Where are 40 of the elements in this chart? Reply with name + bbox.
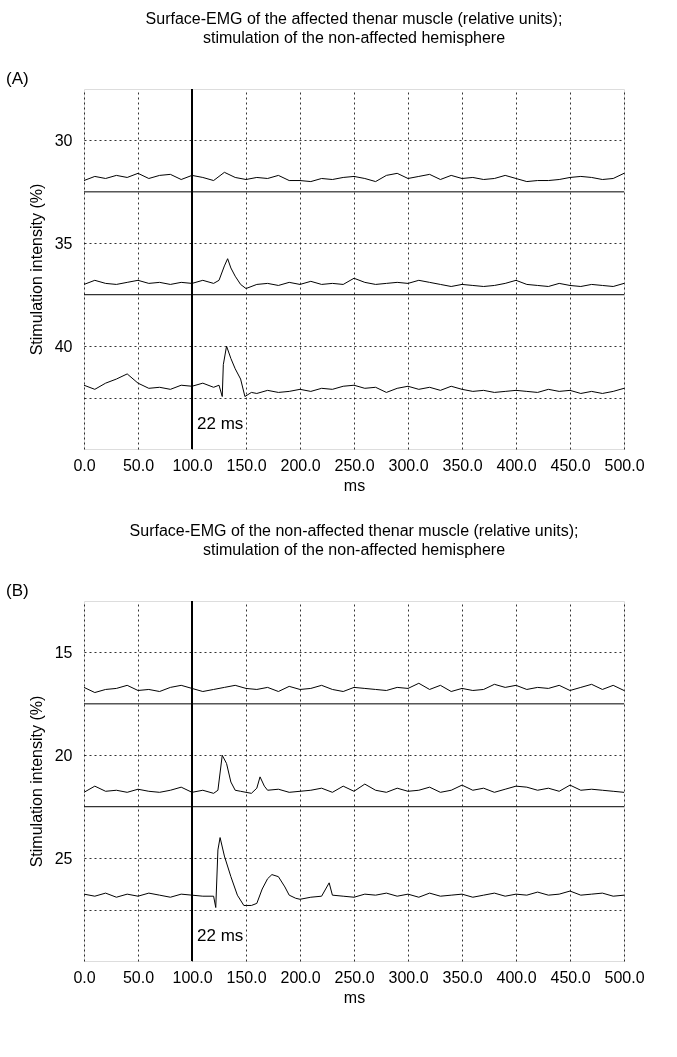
x-tick-label: 300.0 [388, 968, 429, 986]
y-tick-label: 30 [54, 131, 73, 149]
x-tick-label: 300.0 [388, 456, 429, 474]
x-tick-label: 200.0 [280, 968, 321, 986]
annotation: 22 ms [197, 925, 244, 945]
chart-title: Surface-EMG of the non-affected thenar muscle (relative units); [129, 522, 579, 539]
x-tick-label: 450.0 [550, 968, 591, 986]
x-tick-label: 200.0 [280, 456, 321, 474]
x-tick-label: 150.0 [226, 968, 267, 986]
x-axis-title: ms [343, 476, 366, 494]
x-tick-label: 0.0 [73, 968, 96, 986]
x-tick-label: 50.0 [122, 456, 155, 474]
y-tick-label: 15 [54, 643, 73, 661]
x-tick-label: 350.0 [442, 968, 483, 986]
x-tick-label: 100.0 [172, 968, 213, 986]
x-axis-title: ms [343, 988, 366, 1006]
y-tick-label: 20 [54, 746, 73, 764]
x-tick-label: 400.0 [496, 968, 537, 986]
annotation: 22 ms [197, 413, 244, 433]
x-tick-label: 350.0 [442, 456, 483, 474]
y-axis-title: Stimulation intensity (%) [27, 695, 45, 868]
x-tick-label: 250.0 [334, 456, 375, 474]
text: (A) [6, 69, 29, 88]
y-tick-label: 40 [54, 337, 73, 355]
x-tick-label: 500.0 [604, 456, 645, 474]
x-tick-label: 400.0 [496, 456, 537, 474]
chart-title: Surface-EMG of the affected thenar muscle (relative units); [145, 10, 563, 27]
text: (B) [6, 581, 29, 600]
x-tick-label: 450.0 [550, 456, 591, 474]
x-tick-label: 500.0 [604, 968, 645, 986]
y-axis-title: Stimulation intensity (%) [27, 183, 45, 356]
y-tick-label: 25 [54, 849, 73, 867]
y-tick-label: 35 [54, 234, 73, 252]
x-tick-label: 100.0 [172, 456, 213, 474]
x-tick-label: 0.0 [73, 456, 96, 474]
chart-subtitle: stimulation of the non-affected hemisphere [202, 29, 506, 46]
x-tick-label: 50.0 [122, 968, 155, 986]
chart-subtitle: stimulation of the non-affected hemisphere [202, 541, 506, 558]
x-tick-label: 150.0 [226, 456, 267, 474]
x-tick-label: 250.0 [334, 968, 375, 986]
